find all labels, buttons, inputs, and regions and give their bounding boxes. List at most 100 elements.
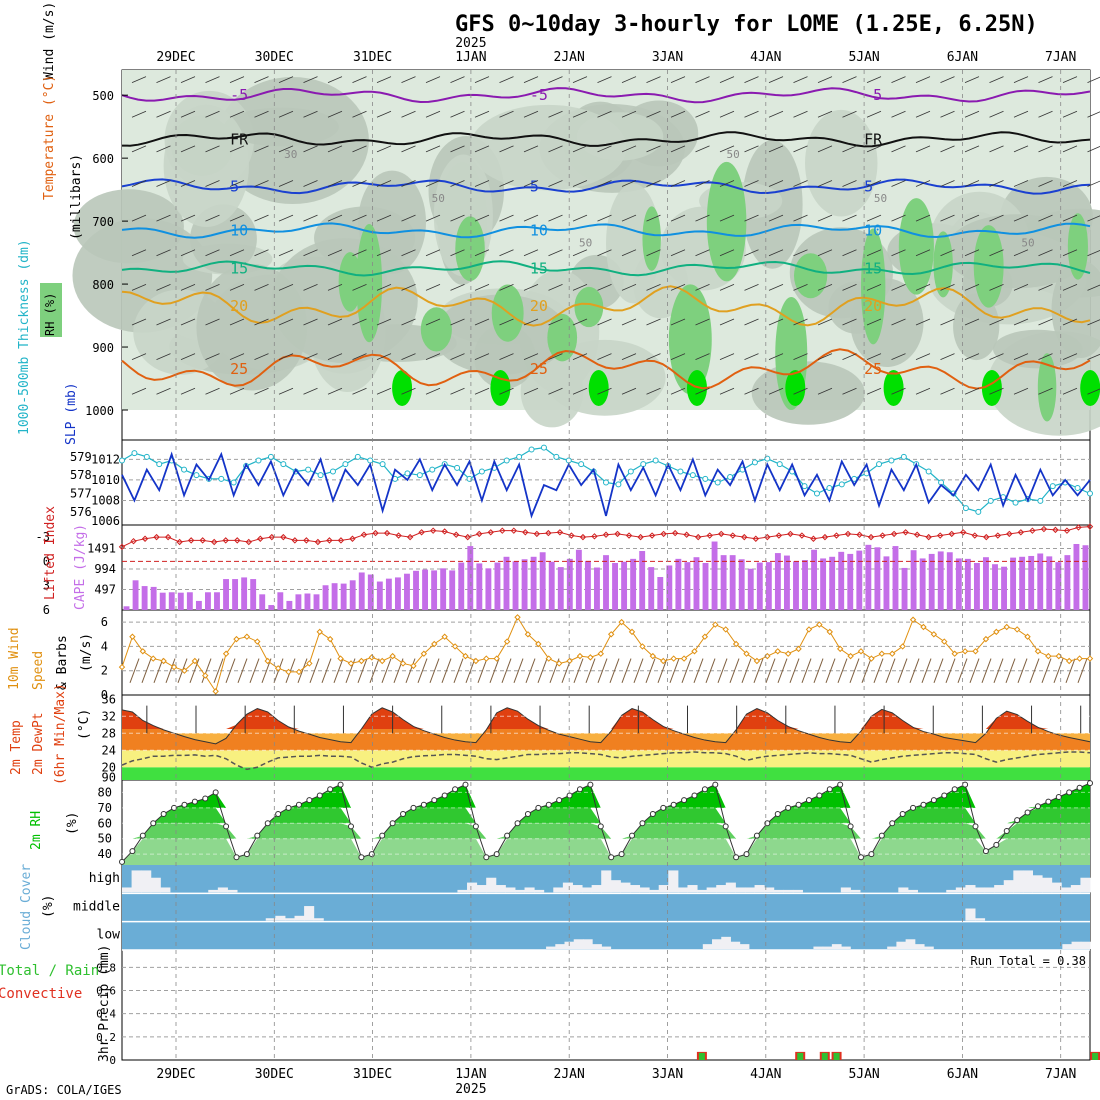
wind-speed-point [774, 648, 781, 655]
wind-barb [327, 76, 343, 83]
wind-barb-10m [1041, 658, 1052, 684]
wind-speed-point [368, 654, 376, 661]
cape-bar [566, 558, 573, 610]
cape-bar [1001, 566, 1007, 610]
wind-barb [989, 76, 1004, 83]
wind-barb-10m [573, 658, 584, 684]
x-tick-bottom: 4JAN [750, 1067, 781, 1082]
cape-bar [729, 555, 736, 610]
wind-barb [915, 318, 931, 326]
wind-barb [229, 180, 245, 187]
wind-barb [1038, 318, 1053, 326]
lifted-index-point [960, 529, 967, 536]
wind-barb [793, 318, 808, 326]
x-tick-top: 4JAN [750, 50, 781, 65]
wind-barb [401, 110, 416, 118]
lifted-index-point [821, 533, 829, 541]
wind-barb [254, 110, 269, 118]
rh2m-point [982, 848, 989, 855]
wind-barb [229, 284, 245, 291]
wind-barb [303, 249, 318, 257]
cape-bar [630, 558, 637, 610]
wind-barb [450, 214, 465, 222]
lifted-index-point [372, 529, 379, 537]
cloud-cover-bar [553, 887, 564, 893]
y-tick-temp: 36 [102, 692, 116, 706]
wind-barb [866, 214, 882, 222]
wind-barb [352, 214, 367, 222]
rh-moist [455, 216, 485, 282]
isotherm--5 [121, 87, 1091, 104]
rh2m-point [129, 848, 136, 855]
cape-bar [856, 550, 863, 610]
lifted-index-point [452, 531, 460, 538]
wind-barb [523, 180, 539, 187]
wind-barb [523, 318, 539, 326]
cloud-cover-bar [555, 944, 566, 949]
wind-barb [303, 110, 318, 118]
wind-barb [597, 145, 612, 153]
thickness-point [925, 468, 932, 475]
wind-barb [1013, 318, 1029, 326]
wind-barb [842, 145, 857, 153]
wind-barb-10m [729, 658, 740, 684]
lifted-index-point [245, 538, 252, 546]
rh-moist [356, 224, 383, 343]
wind-barb [842, 318, 857, 326]
isotherm-label-5: 5 [864, 177, 873, 195]
lifted-index-point [948, 530, 955, 538]
thickness-point [900, 453, 907, 460]
cape-bar [584, 560, 591, 610]
wind-barb [597, 76, 612, 83]
wind-barb [670, 76, 686, 83]
panel-frame-wind10m [121, 609, 1091, 696]
rh2m-point [639, 820, 646, 827]
ylabel-ms: (m/s) [79, 633, 94, 672]
wind-speed-point [889, 650, 896, 657]
rh2m-point [618, 851, 625, 858]
wind-barb-10m [657, 658, 668, 684]
wind-barb-10m [693, 658, 704, 684]
wind-speed-point [649, 652, 657, 660]
rh2m-point [431, 797, 438, 804]
ylabel-rh-pct: (%) [65, 812, 80, 835]
cloud-cover-bar [227, 889, 238, 893]
rh-legend-swatch [40, 283, 62, 337]
cape-bar [512, 561, 519, 610]
wind-barb-10m [597, 658, 608, 684]
wind-barb [499, 249, 514, 257]
thickness-point [416, 472, 423, 479]
cape-bar [639, 551, 646, 610]
cloud-cover-bar [739, 944, 750, 949]
wind-barb [1062, 110, 1078, 118]
wind-barb-10m [837, 658, 848, 684]
wind-barb [205, 76, 220, 83]
wind-barb-10m [813, 658, 824, 684]
wind-speed-point [909, 616, 917, 623]
lifted-index-point [1052, 526, 1059, 534]
wind-barb [401, 76, 416, 83]
cape-bar [1082, 545, 1089, 610]
lifted-index-point [625, 532, 633, 539]
ylabel-total-rain: Total / Rain [0, 963, 99, 979]
cloud-cover-bar [639, 887, 650, 893]
thickness-point [751, 459, 758, 466]
wind-barb [646, 318, 661, 326]
wind-barb-10m [909, 658, 920, 684]
wind-barb [425, 318, 441, 326]
wind-barb [572, 387, 588, 395]
wind-barb [719, 249, 735, 257]
ylabel-temperature: Temperature (°C) [42, 75, 57, 200]
wind-barb [401, 249, 416, 257]
cape-bar [141, 586, 148, 610]
cape-bar [440, 568, 447, 610]
wind-barb-10m [297, 658, 308, 684]
isotherm-label-25: 25 [530, 360, 548, 378]
wind-barb-10m [933, 658, 944, 684]
wind-barb [401, 145, 416, 153]
wind-barb-10m [633, 658, 644, 684]
cape-bar [675, 558, 682, 610]
wind-speed-point [972, 648, 979, 655]
rh-moist [933, 231, 953, 298]
cloud-cover-bar [573, 939, 584, 949]
